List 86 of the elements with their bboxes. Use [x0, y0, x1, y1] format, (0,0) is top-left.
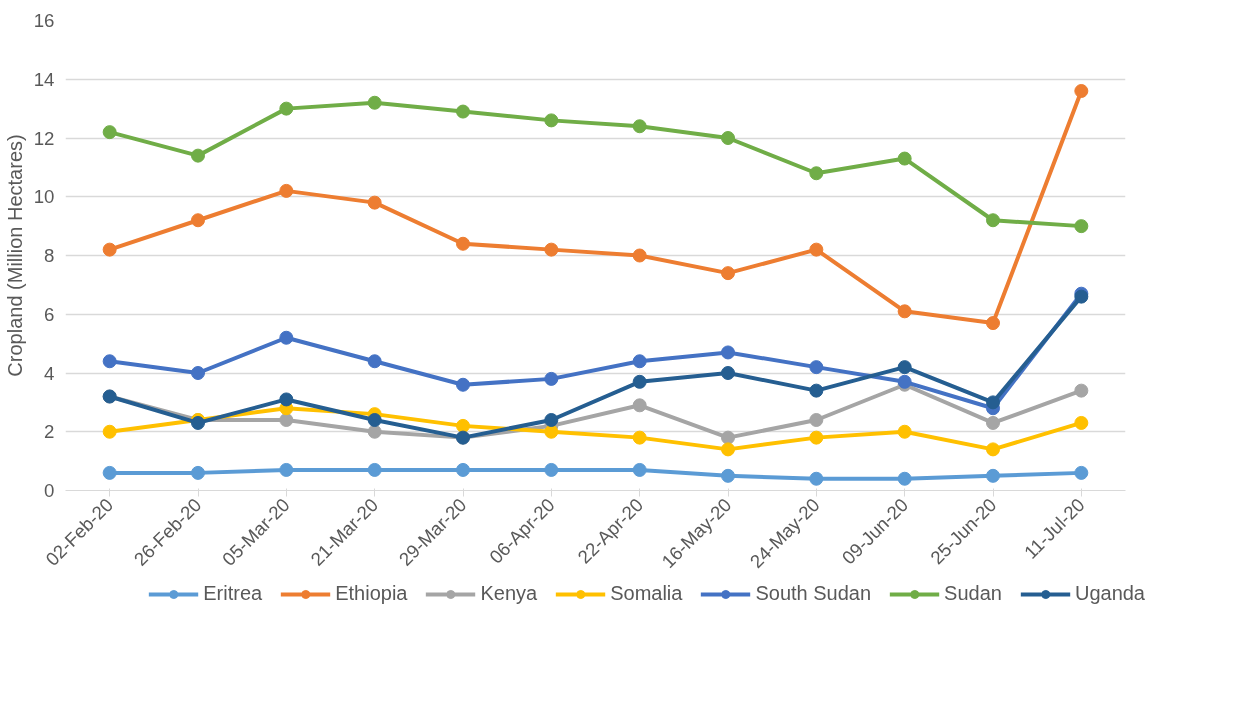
y-tick-label: 4	[44, 362, 55, 384]
point	[632, 462, 647, 477]
point	[102, 125, 117, 140]
point	[367, 195, 382, 210]
point	[632, 119, 647, 134]
y-tick-label: 8	[44, 245, 55, 266]
point	[632, 354, 647, 369]
point	[986, 395, 1000, 410]
point	[897, 424, 912, 439]
point	[191, 213, 205, 228]
point	[1074, 465, 1089, 480]
y-tick-label: 10	[33, 186, 55, 208]
point	[1074, 415, 1089, 430]
point	[897, 360, 912, 375]
point	[809, 413, 824, 427]
legend-label: Somalia	[610, 582, 683, 605]
point	[897, 151, 912, 166]
point	[279, 101, 294, 116]
y-tick-label: 12	[33, 127, 55, 149]
point	[721, 468, 735, 483]
legend-label: Eritrea	[203, 582, 263, 605]
y-tick-label: 16	[33, 10, 55, 31]
point	[1074, 219, 1089, 234]
point	[544, 424, 559, 439]
point	[367, 424, 382, 439]
point	[544, 413, 559, 427]
point	[102, 465, 117, 480]
legend-label: Ethiopia	[335, 582, 408, 605]
point	[809, 242, 824, 257]
point	[809, 360, 824, 375]
legend-label: South Sudan	[755, 582, 872, 605]
point	[279, 462, 294, 477]
point	[721, 345, 735, 360]
legend-label: Uganda	[1074, 582, 1145, 605]
point	[632, 398, 647, 413]
point	[809, 430, 824, 445]
point	[456, 418, 470, 433]
point	[721, 131, 735, 145]
point	[897, 471, 912, 486]
point	[632, 248, 647, 263]
y-tick-label: 0	[44, 480, 55, 501]
point	[986, 415, 1000, 430]
point	[191, 465, 205, 480]
point	[986, 213, 1000, 228]
y-axis-title: Cropland (Million Hectares)	[3, 134, 26, 377]
point	[279, 330, 294, 345]
point	[897, 304, 912, 319]
point	[456, 377, 470, 392]
point	[102, 354, 117, 369]
point	[191, 366, 205, 380]
legend-label: Sudan	[944, 582, 1002, 605]
point	[809, 383, 824, 398]
point	[279, 413, 294, 427]
point	[544, 113, 559, 128]
point	[544, 462, 559, 477]
point	[721, 442, 735, 457]
point	[456, 236, 470, 251]
point	[721, 366, 735, 380]
point	[721, 430, 735, 445]
y-tick-label: 6	[44, 303, 55, 325]
point	[809, 471, 824, 486]
point	[102, 242, 117, 257]
y-tick-label: 2	[44, 421, 55, 443]
point	[986, 442, 1000, 457]
point	[544, 371, 559, 386]
point	[986, 468, 1000, 483]
point	[721, 266, 735, 281]
point	[986, 316, 1000, 331]
legend-label: Kenya	[480, 582, 538, 605]
point	[191, 148, 205, 163]
point	[367, 354, 382, 369]
point	[102, 424, 117, 439]
point	[632, 374, 647, 389]
point	[1074, 84, 1089, 98]
point	[809, 166, 824, 181]
point	[279, 183, 294, 198]
y-tick-label: 14	[33, 68, 55, 90]
point	[456, 462, 470, 477]
point	[367, 413, 382, 427]
point	[544, 242, 559, 257]
point	[367, 95, 382, 110]
point	[367, 462, 382, 477]
point	[456, 104, 470, 119]
point	[1074, 383, 1089, 398]
point	[632, 430, 647, 445]
point	[279, 392, 294, 407]
